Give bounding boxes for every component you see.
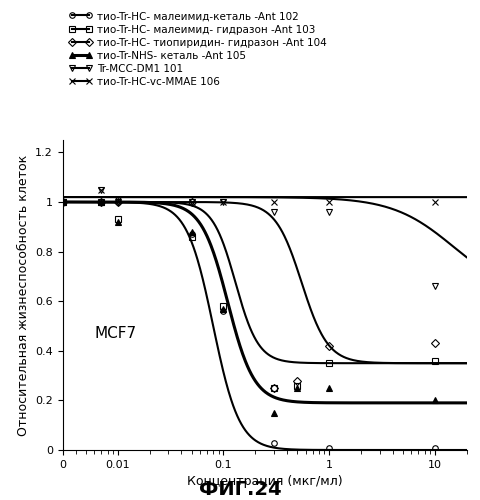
Text: MCF7: MCF7 <box>94 326 136 342</box>
Legend: тио-Tr-HC- малеимид-кеталь -Ant 102, тио-Tr-HC- малеимид- гидразон -Ant 103, тио: тио-Tr-HC- малеимид-кеталь -Ant 102, тио… <box>68 10 327 88</box>
Y-axis label: Относительная жизнеспособность клеток: Относительная жизнеспособность клеток <box>16 154 29 436</box>
X-axis label: Концентрация (мкг/мл): Концентрация (мкг/мл) <box>186 476 342 488</box>
Text: ФИГ.24: ФИГ.24 <box>199 480 281 499</box>
